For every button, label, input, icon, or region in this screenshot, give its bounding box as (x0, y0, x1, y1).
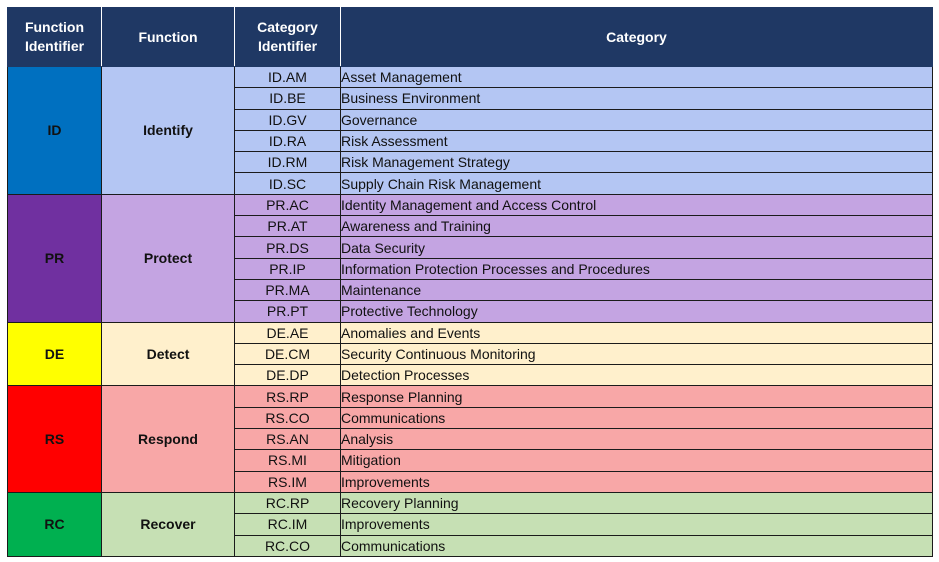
table-row: RS.CO Communications (8, 406, 933, 430)
function-name-rs: Respond (101, 385, 235, 493)
header-function-identifier: Function Identifier (7, 7, 102, 67)
table-body: ID Identify ID.AM Asset Management ID.BE Busi… (7, 65, 933, 557)
category-identifier: PR.AT (234, 215, 341, 238)
category-identifier: RS.IM (234, 470, 341, 493)
function-name-rc: Recover (101, 491, 235, 557)
category-name: Detection Processes (340, 364, 933, 387)
category-name: Governance (340, 108, 933, 131)
category-identifier: ID.BE (234, 87, 341, 110)
category-identifier: ID.SC (234, 172, 341, 195)
category-name: Data Security (340, 236, 933, 259)
category-identifier: ID.RM (234, 151, 341, 174)
table-row: PR.IP Information Protection Processes an… (8, 257, 933, 280)
category-identifier: RS.AN (234, 428, 341, 451)
category-name: Communications (340, 534, 933, 557)
table-row: ID.RA Risk Assessment (8, 129, 933, 153)
function-identifier-de: DE (7, 321, 102, 387)
table-row: ID Identify ID.AM Asset Management (7, 65, 933, 195)
category-name: Protective Technology (340, 300, 933, 323)
function-name-id: Identify (101, 66, 235, 195)
table-row: PR.PT Protective Technology (8, 300, 933, 323)
table-row: ID.BE Business Environment (8, 87, 933, 110)
category-identifier: PR.MA (234, 278, 341, 302)
table-row: PR Protect PR.AC Identity Management and Ac… (7, 193, 933, 323)
table-row: DE.CM Security Continuous Monitoring (8, 342, 933, 366)
table-row: RC Recover RC.RP Recovery Planning (7, 491, 933, 557)
table-row: ID.GV Governance (8, 108, 933, 131)
table-row: DE.DP Detection Processes (8, 364, 933, 387)
function-identifier-rc: RC (7, 491, 102, 557)
category-identifier: PR.AC (234, 193, 341, 217)
table-row: RS.AN Analysis (8, 428, 933, 451)
header-category: Category (340, 7, 933, 67)
category-identifier: PR.IP (234, 257, 341, 280)
category-identifier: DE.CM (234, 342, 341, 366)
function-identifier-id: ID (7, 66, 102, 195)
category-name: Awareness and Training (340, 215, 933, 238)
header-row: Function Identifier Function Category Id… (7, 7, 933, 67)
category-name: Maintenance (340, 278, 933, 302)
category-name: Risk Management Strategy (340, 151, 933, 174)
category-identifier: RS.CO (234, 406, 341, 430)
category-identifier: RS.RP (234, 385, 341, 408)
function-name-pr: Protect (101, 193, 235, 323)
category-name: Asset Management (340, 65, 933, 89)
category-name: Risk Assessment (340, 129, 933, 153)
category-identifier: RC.RP (234, 491, 341, 515)
header-category-identifier: Category Identifier (234, 7, 341, 67)
category-name: Improvements (340, 513, 933, 536)
category-name: Analysis (340, 428, 933, 451)
category-name: Communications (340, 406, 933, 430)
category-name: Identity Management and Access Control (340, 193, 933, 217)
category-name: Business Environment (340, 87, 933, 110)
category-identifier: DE.DP (234, 364, 341, 387)
table-row: ID.SC Supply Chain Risk Management (8, 172, 933, 195)
table-row: PR.AT Awareness and Training (8, 215, 933, 238)
table-row: DE Detect DE.AE Anomalies and Events (7, 321, 933, 387)
category-identifier: ID.AM (234, 65, 341, 89)
table-row: PR.MA Maintenance (8, 278, 933, 302)
category-identifier: PR.DS (234, 236, 341, 259)
category-identifier: RS.MI (234, 449, 341, 472)
category-name: Recovery Planning (340, 491, 933, 515)
table-row: RC.CO Communications (8, 534, 933, 557)
category-name: Response Planning (340, 385, 933, 408)
category-identifier: RC.CO (234, 534, 341, 557)
table-row: PR.DS Data Security (8, 236, 933, 259)
category-name: Security Continuous Monitoring (340, 342, 933, 366)
category-identifier: PR.PT (234, 300, 341, 323)
category-name: Mitigation (340, 449, 933, 472)
function-name-de: Detect (101, 321, 235, 387)
category-name: Information Protection Processes and Pro… (340, 257, 933, 280)
csf-function-category-table: Function Identifier Function Category Id… (7, 7, 933, 557)
function-identifier-pr: PR (7, 193, 102, 323)
table-row: RS Respond RS.RP Response Planning (7, 385, 933, 493)
table-row: RC.IM Improvements (8, 513, 933, 536)
category-identifier: ID.GV (234, 108, 341, 131)
category-name: Supply Chain Risk Management (340, 172, 933, 195)
function-identifier-rs: RS (7, 385, 102, 493)
category-identifier: ID.RA (234, 129, 341, 153)
category-name: Anomalies and Events (340, 321, 933, 344)
category-identifier: RC.IM (234, 513, 341, 536)
category-identifier: DE.AE (234, 321, 341, 344)
category-name: Improvements (340, 470, 933, 493)
header-function: Function (101, 7, 235, 67)
